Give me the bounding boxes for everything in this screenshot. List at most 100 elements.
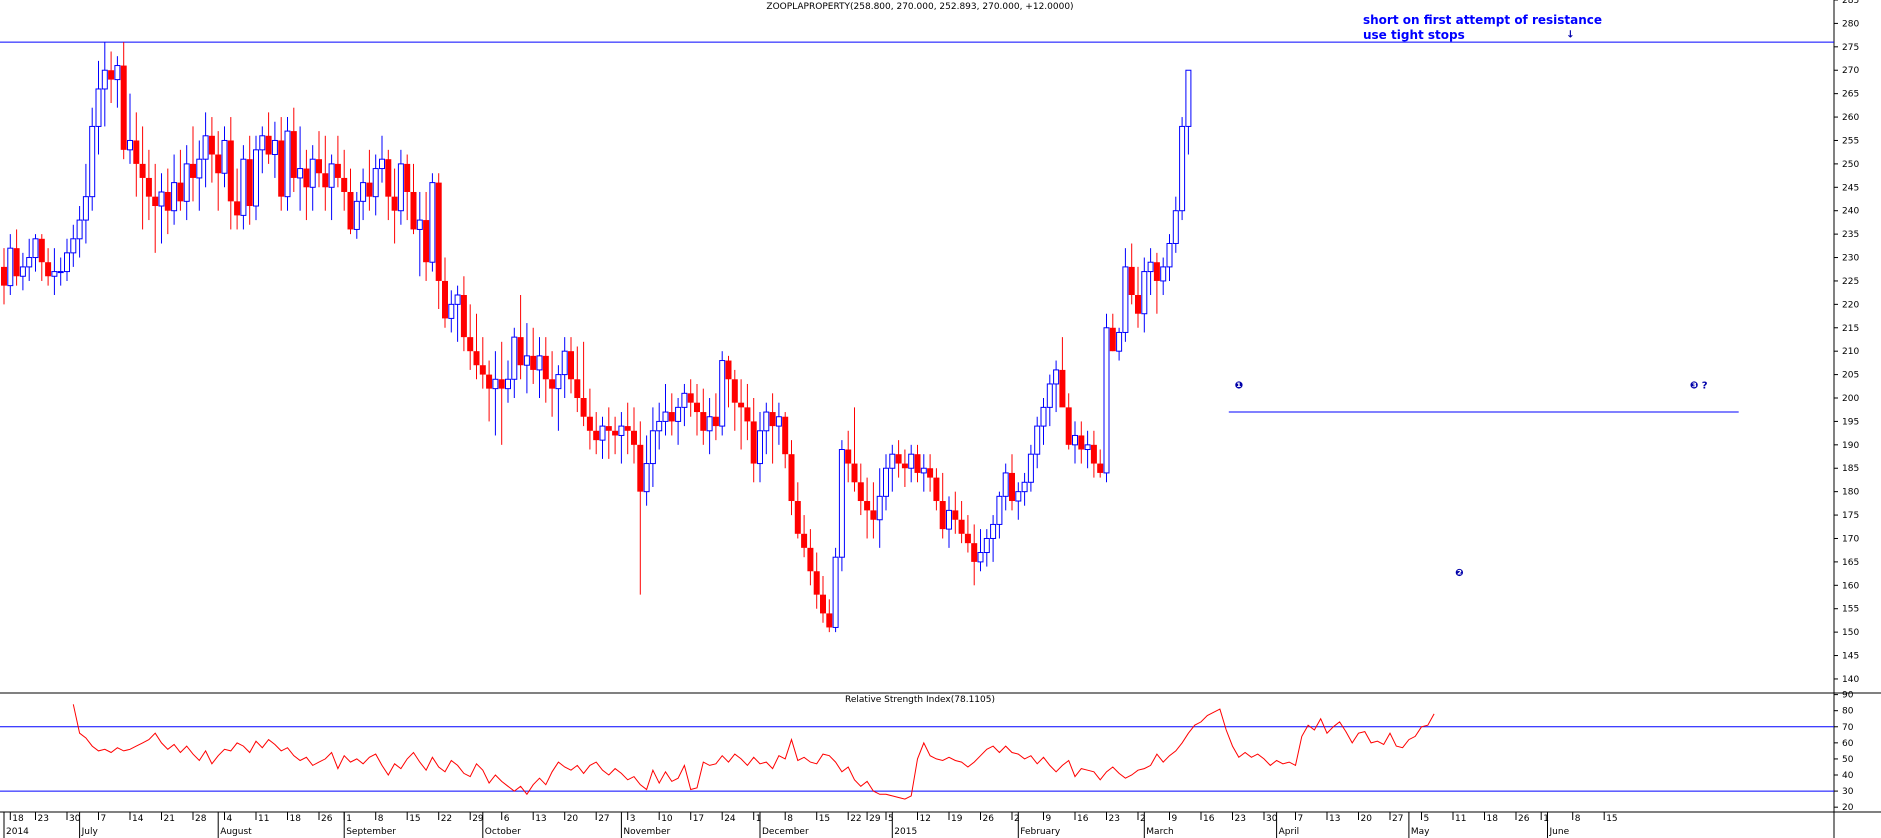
price-tick-label: 280 — [1842, 19, 1859, 29]
rsi-axis: 20 30 40 50 60 70 80 90 — [1834, 691, 1854, 813]
candle-body — [788, 454, 795, 502]
candle-body — [1141, 271, 1148, 315]
candle-body — [612, 430, 619, 436]
candle-body — [826, 613, 833, 628]
candle-body — [662, 411, 669, 422]
candle-body — [712, 416, 719, 427]
date-tick-label: 29 — [472, 814, 484, 824]
candle-body — [19, 266, 26, 277]
candle-body — [675, 406, 682, 422]
candle-body — [845, 449, 852, 464]
candle-body — [1040, 406, 1047, 427]
candle-body — [643, 463, 650, 493]
candle-body — [631, 430, 637, 445]
candle-body — [404, 163, 411, 192]
candle-body — [1034, 425, 1041, 455]
candle-body — [1122, 266, 1129, 333]
date-tick-label: 2 — [1014, 814, 1020, 824]
candle-body — [914, 454, 921, 473]
candle-body — [555, 374, 562, 390]
date-tick-label: 23 — [1109, 814, 1120, 824]
candle-body — [145, 177, 152, 197]
candle-body — [347, 191, 354, 230]
date-tick-label: 27 — [1392, 814, 1403, 824]
candle-body — [133, 140, 140, 164]
reference-lines — [0, 41, 1834, 792]
candle-body — [637, 444, 644, 492]
price-axis: 140 145 150 155 160 165 170 175 180 185 190 195 200 2… — [1834, 0, 1859, 685]
candle-body — [486, 374, 493, 389]
month-label: March — [1146, 827, 1173, 837]
candle-body — [164, 191, 171, 211]
candle-body — [990, 523, 997, 539]
date-tick-label: 12 — [920, 814, 931, 824]
candle-body — [706, 416, 713, 432]
date-tick-label: 7 — [1298, 814, 1304, 824]
candle-body — [933, 477, 940, 502]
candle-body — [108, 70, 115, 80]
candle-body — [1046, 383, 1053, 408]
price-tick-label: 230 — [1842, 254, 1859, 264]
candle-body — [240, 158, 247, 216]
candle-body — [864, 501, 871, 511]
candle-body — [1078, 435, 1085, 450]
candle-body — [920, 467, 927, 474]
month-label: April — [1279, 827, 1300, 837]
candle-body — [498, 379, 505, 389]
count-marker: ❶ — [1235, 381, 1244, 392]
date-tick-label: 16 — [1203, 814, 1215, 824]
month-label: August — [220, 827, 252, 837]
price-tick-label: 220 — [1842, 300, 1859, 310]
candle-body — [202, 135, 209, 160]
date-tick-label: 13 — [535, 814, 546, 824]
candle-body — [517, 337, 524, 366]
candle-body — [561, 350, 568, 376]
price-tick-label: 160 — [1842, 581, 1859, 591]
candle-body — [460, 294, 467, 338]
candle-body — [442, 280, 448, 319]
date-tick-label: 18 — [12, 814, 24, 824]
candle-body — [649, 430, 656, 465]
date-tick-label: 14 — [132, 814, 144, 824]
candle-body — [505, 378, 511, 390]
date-tick-label: 22 — [441, 814, 452, 824]
candle-body — [618, 425, 625, 436]
candle-body — [271, 139, 278, 156]
date-tick-label: 26 — [1518, 814, 1530, 824]
candle-body — [1, 266, 7, 286]
date-tick-label: 22 — [850, 814, 861, 824]
candle-body — [719, 360, 726, 427]
price-tick-label: 210 — [1842, 347, 1859, 357]
candle-body — [1128, 266, 1135, 295]
date-tick-label: 24 — [724, 814, 736, 824]
candle-body — [13, 248, 20, 277]
candle-body — [952, 510, 959, 520]
candle-body — [801, 533, 808, 548]
candle-body — [1109, 327, 1116, 352]
candle-body — [246, 159, 253, 207]
candle-body — [574, 379, 581, 399]
candle-body — [838, 449, 845, 558]
candle-body — [700, 412, 707, 431]
candle-body — [820, 594, 826, 614]
price-tick-label: 185 — [1842, 464, 1859, 474]
candle-body — [423, 220, 430, 263]
candle-body — [76, 219, 83, 240]
price-tick-label: 215 — [1842, 324, 1859, 334]
candle-body — [322, 173, 329, 188]
candle-body — [1147, 261, 1154, 273]
price-tick-label: 260 — [1842, 113, 1859, 123]
candle-body — [832, 556, 839, 628]
date-tick-label: 11 — [258, 814, 269, 824]
date-tick-label: 15 — [1606, 814, 1617, 824]
candle-body — [794, 501, 801, 534]
candle-body — [536, 355, 543, 371]
date-tick-label: 1 — [1543, 814, 1549, 824]
candle-body — [70, 238, 77, 254]
candle-body — [939, 501, 946, 530]
candle-body — [738, 402, 745, 408]
candle-body — [908, 453, 915, 469]
date-tick-label: 26 — [983, 814, 995, 824]
candle-body — [971, 543, 978, 562]
date-tick-label: 5 — [888, 814, 894, 824]
